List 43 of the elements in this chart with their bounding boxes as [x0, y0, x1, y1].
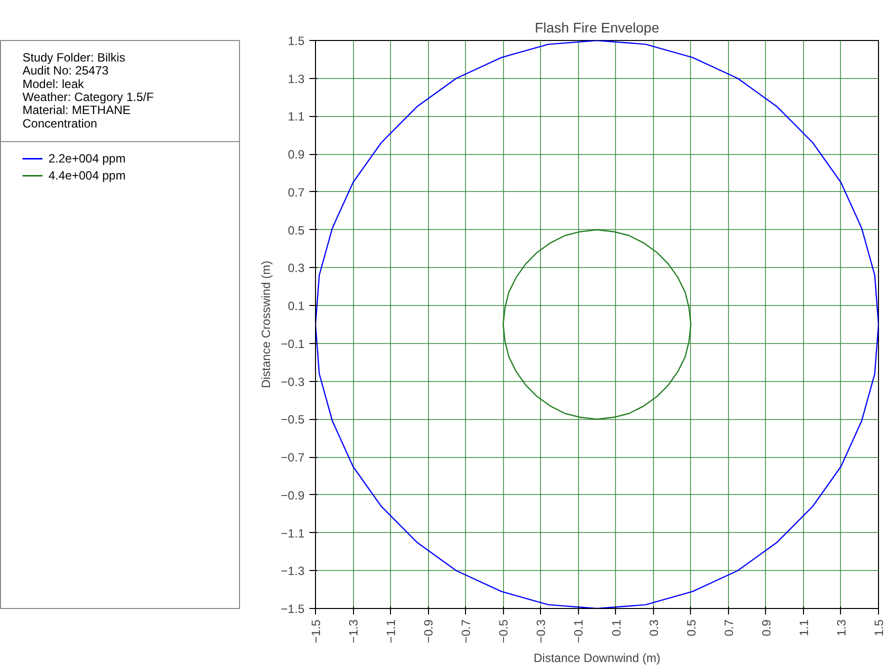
x-tick-label: 1.1 — [796, 619, 811, 636]
x-tick-label: 0.7 — [722, 619, 736, 636]
x-tick-label: −1.1 — [384, 619, 398, 644]
y-tick-label: 1.3 — [288, 72, 305, 86]
x-tick-label: −0.9 — [422, 619, 436, 644]
chart-title: Flash Fire Envelope — [534, 20, 660, 36]
y-tick-label: −0.3 — [280, 374, 305, 389]
x-tick-label: 0.9 — [759, 619, 774, 636]
legend-label: 4.4e+004 ppm — [48, 168, 126, 183]
text: Audit No: 25473 — [22, 64, 109, 78]
y-tick-label: −1.3 — [280, 564, 305, 578]
y-tick-label: −1.5 — [280, 602, 305, 616]
y-tick-label: 1.5 — [288, 34, 305, 48]
x-tick-label: −0.7 — [459, 619, 474, 644]
x-tick-label: 1.3 — [834, 619, 848, 636]
y-tick-label: −0.7 — [280, 450, 305, 465]
y-tick-label: −0.5 — [280, 412, 305, 427]
x-tick-label: 1.5 — [872, 619, 886, 636]
y-tick-label: 0.1 — [288, 299, 305, 314]
x-tick-label: −0.1 — [572, 619, 586, 644]
y-tick-label: 1.1 — [288, 110, 305, 124]
y-tick-label: 0.5 — [288, 223, 305, 238]
x-tick-label: 0.5 — [684, 619, 698, 636]
legend-label: 2.2e+004 ppm — [48, 152, 126, 166]
y-tick-label: −0.1 — [280, 336, 305, 351]
x-tick-label: −0.3 — [534, 619, 548, 644]
y-tick-label: 0.7 — [288, 185, 305, 200]
text: Material: METHANE — [22, 103, 131, 118]
x-tick-label: −1.5 — [309, 619, 323, 644]
x-tick-label: −0.5 — [496, 619, 511, 644]
text: Model: leak — [22, 76, 85, 91]
y-tick-label: −1.1 — [280, 526, 305, 540]
x-axis-title: Distance Downwind (m) — [534, 651, 660, 666]
legend-title: Concentration — [22, 116, 98, 130]
x-tick-label: 0.1 — [609, 619, 624, 636]
text: Weather: Category 1.5/F — [22, 90, 154, 104]
y-tick-label: 0.3 — [288, 261, 305, 276]
x-tick-label: 0.3 — [646, 619, 661, 636]
y-tick-label: 0.9 — [288, 148, 305, 162]
text: Study Folder: Bilkis — [22, 50, 126, 65]
y-axis-title: Distance Crosswind (m) — [258, 260, 273, 388]
x-tick-label: −1.3 — [346, 619, 361, 644]
y-tick-label: −0.9 — [280, 488, 305, 502]
